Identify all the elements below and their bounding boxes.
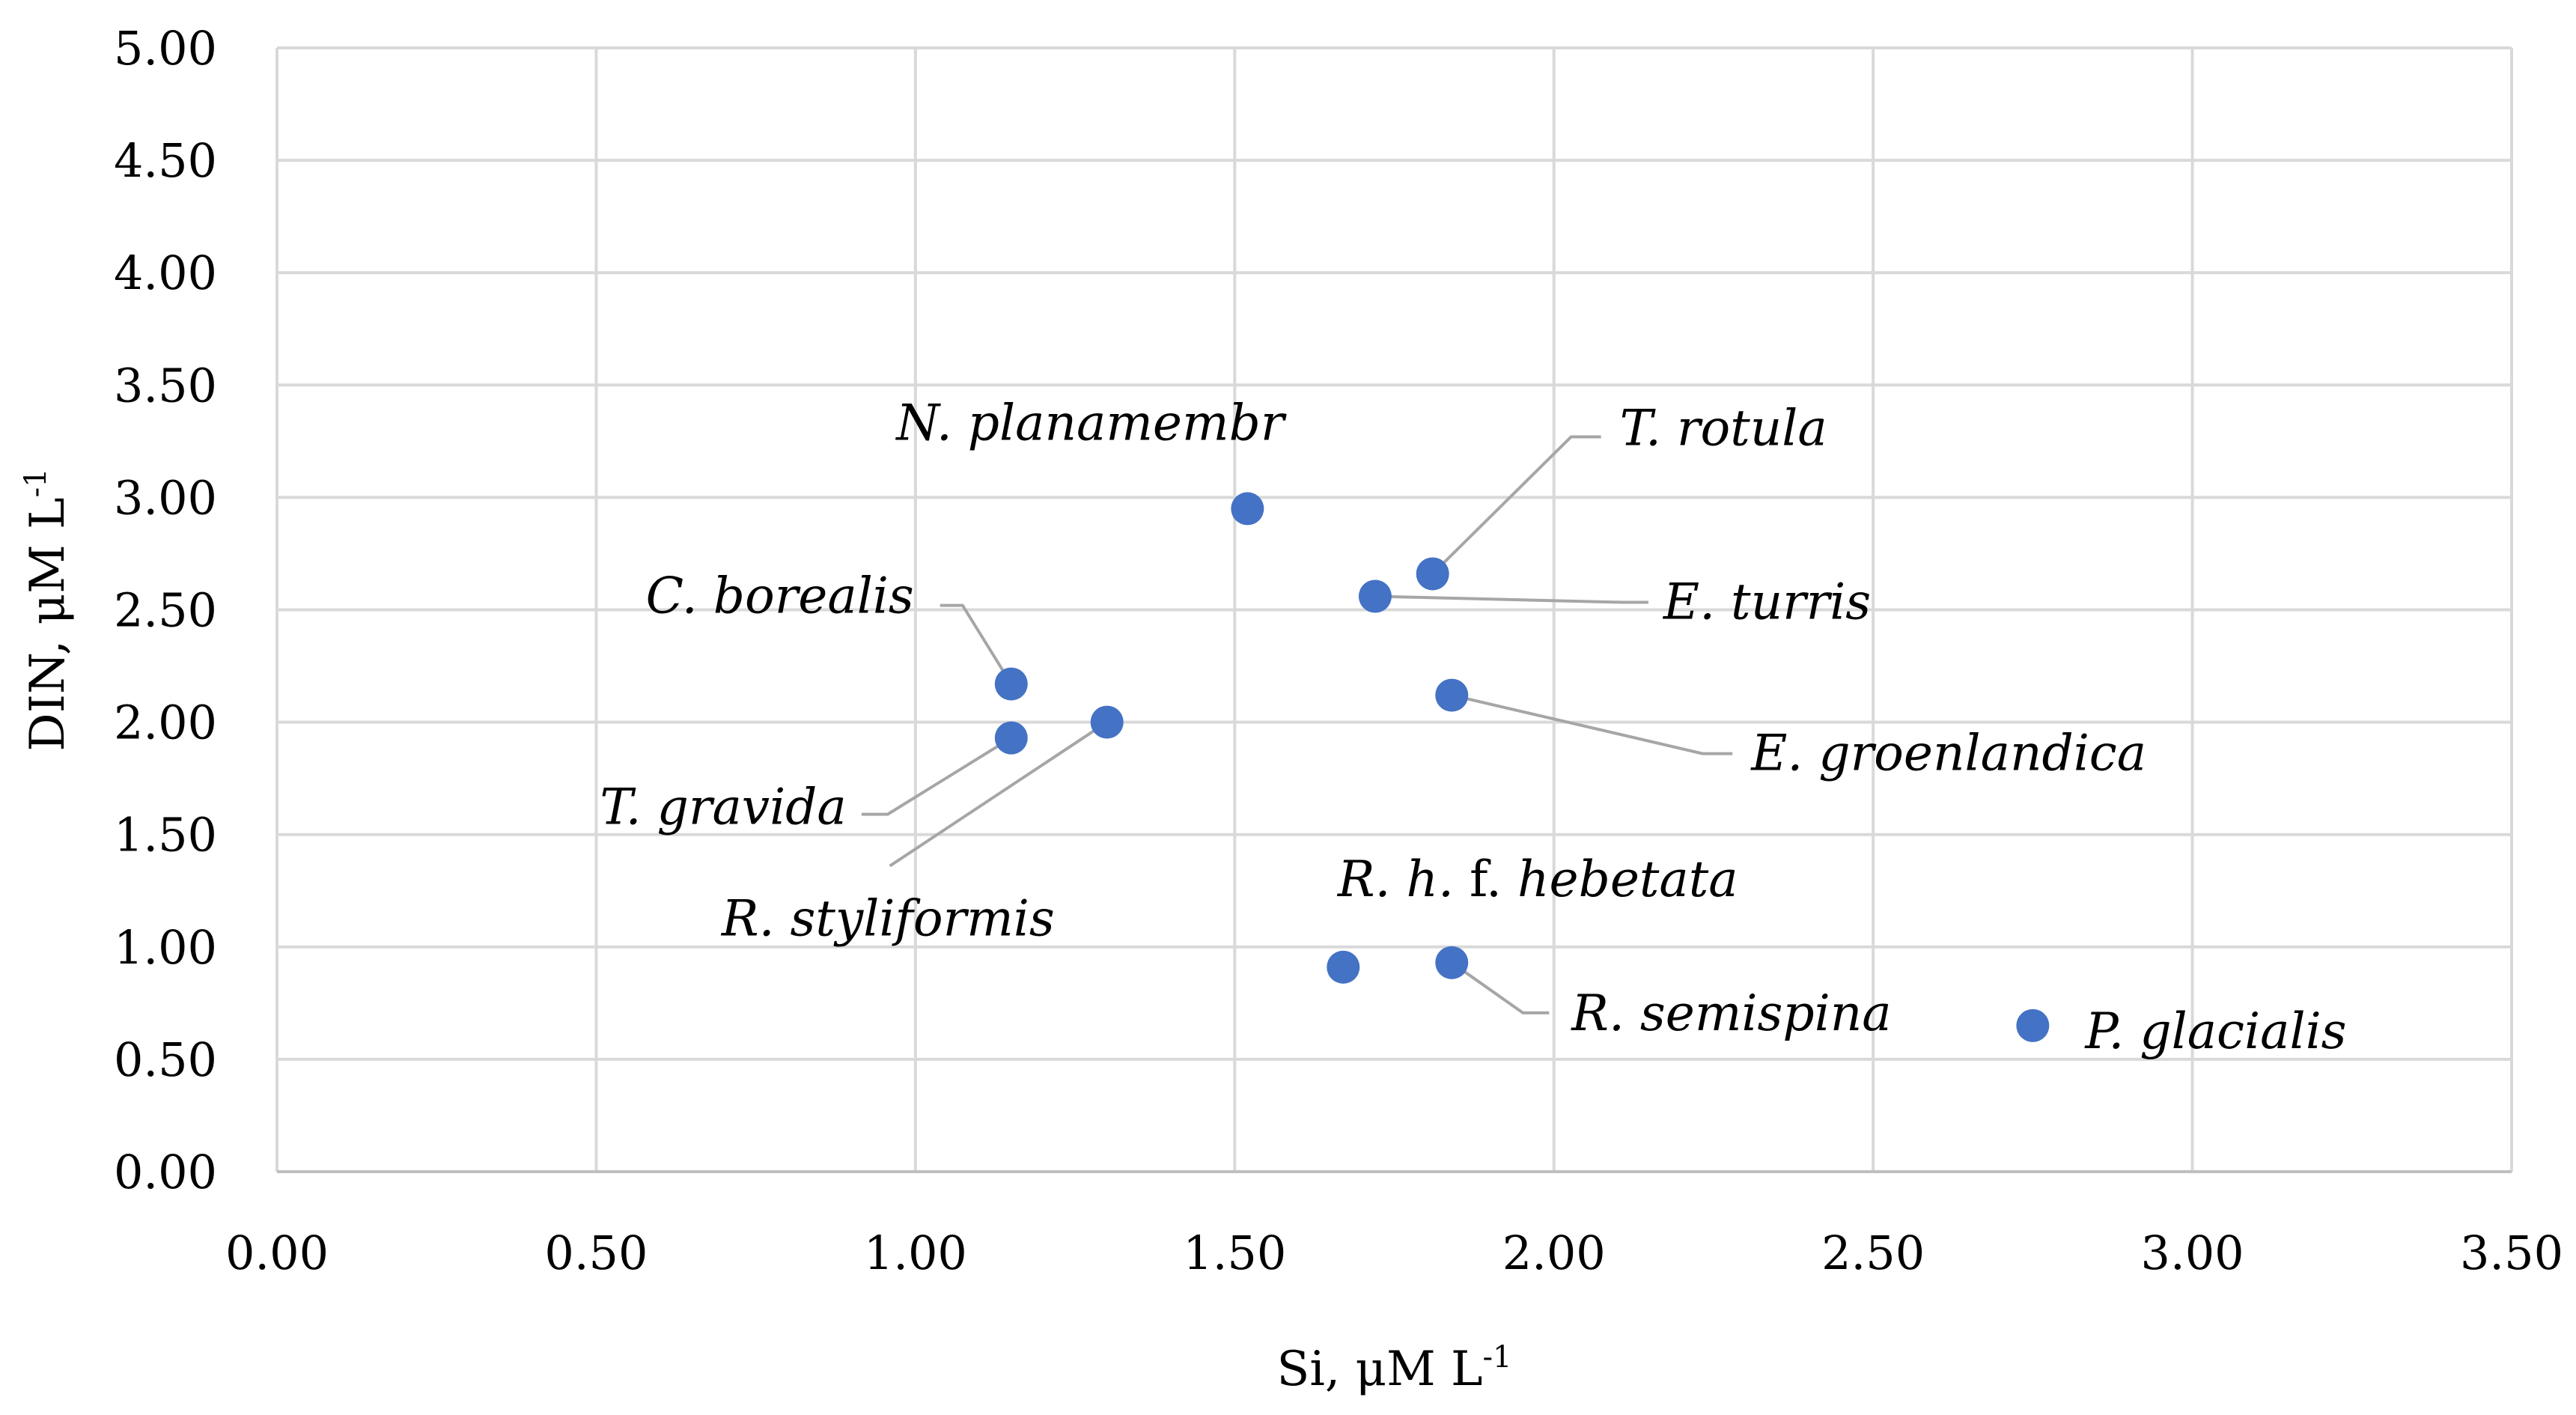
y-axis-title-text: DIN, μM L (20, 497, 76, 751)
y-axis-title-sup: -1 (19, 468, 53, 497)
x-axis-title: Si, μM L-1 (1277, 1340, 1512, 1397)
data-point (1416, 557, 1449, 591)
x-tick-label: 2.50 (1821, 1226, 1925, 1280)
x-tick-label: 1.00 (864, 1226, 967, 1280)
y-tick-label: 3.50 (114, 358, 217, 413)
y-tick-label: 3.00 (114, 470, 217, 525)
data-point (1090, 705, 1124, 739)
x-tick-label: 0.50 (544, 1226, 648, 1280)
leader-line (940, 603, 1013, 685)
point-label: T. rotula (1620, 399, 1827, 457)
y-tick-label: 4.50 (114, 133, 217, 188)
x-tick-label: 0.00 (225, 1226, 329, 1280)
y-tick-label: 0.00 (114, 1145, 217, 1199)
point-labels: N. planamembr T. rotula E. turris C. boreal… (600, 394, 2346, 1059)
point-label-part: R. h. (1337, 850, 1470, 908)
data-point (1358, 579, 1392, 613)
leader-line (1451, 961, 1550, 1014)
x-tick-label: 3.50 (2460, 1226, 2563, 1280)
data-point (2016, 1008, 2050, 1042)
point-label: E. groenlandica (1750, 725, 2146, 782)
leader-line (861, 736, 1012, 816)
point-label: T. gravida (600, 779, 846, 836)
y-axis-title: DIN, μM L-1 (19, 468, 76, 751)
point-label: R. styliformis (721, 890, 1055, 948)
x-tick-label: 1.50 (1183, 1226, 1286, 1280)
x-axis-title-text: Si, μM L (1277, 1342, 1483, 1397)
leader-line (1451, 693, 1733, 755)
x-axis-title-sup: -1 (1483, 1340, 1512, 1375)
point-label: R. semispina (1571, 985, 1891, 1042)
x-tick-labels: 0.00 0.50 1.00 1.50 2.00 2.50 3.00 3.50 (225, 1226, 2563, 1280)
y-tick-label: 0.50 (114, 1032, 217, 1087)
data-point (994, 721, 1028, 755)
leader-line (1431, 435, 1601, 575)
data-point (1231, 492, 1264, 526)
x-tick-label: 3.00 (2141, 1226, 2244, 1280)
gridlines (275, 46, 2513, 1172)
leader-line (1374, 594, 1648, 604)
y-tick-label: 5.00 (114, 21, 217, 76)
y-tick-label: 1.00 (114, 920, 217, 975)
point-label: E. turris (1663, 573, 1871, 630)
y-tick-labels: 0.00 0.50 1.00 1.50 2.00 2.50 3.00 3.50 4.00 4.50… (114, 21, 217, 1199)
data-point (1435, 946, 1469, 979)
y-tick-label: 4.00 (114, 246, 217, 300)
point-label-part: f. (1470, 850, 1502, 908)
y-tick-label: 2.50 (114, 583, 217, 638)
y-tick-label: 1.50 (114, 808, 217, 862)
data-point (1435, 678, 1469, 712)
point-label: R. h. f. hebetata (1337, 850, 1738, 908)
point-label-part: hebetata (1502, 850, 1738, 908)
leader-line (889, 720, 1108, 868)
point-label: P. glacialis (2084, 1002, 2346, 1060)
y-tick-label: 2.00 (114, 696, 217, 750)
x-tick-label: 2.00 (1502, 1226, 1606, 1280)
data-point (994, 667, 1028, 701)
point-label: C. borealis (646, 567, 914, 625)
leader-lines (861, 435, 1733, 1014)
data-points (994, 492, 2050, 1042)
data-point (1327, 950, 1360, 984)
point-label: N. planamembr (895, 394, 1287, 451)
